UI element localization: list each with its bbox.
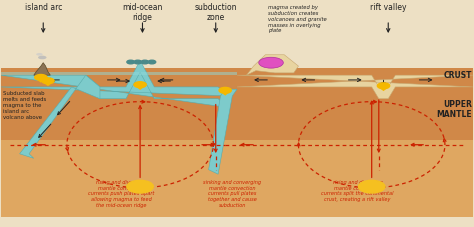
Text: CRUST: CRUST — [444, 70, 473, 79]
Ellipse shape — [38, 57, 46, 60]
Text: mid-ocean
ridge: mid-ocean ridge — [122, 3, 163, 22]
Text: rising and diverging
mantle convection
currents push plates apart
allowing magma: rising and diverging mantle convection c… — [88, 179, 155, 207]
Circle shape — [377, 84, 390, 89]
Circle shape — [134, 61, 142, 64]
Circle shape — [134, 82, 146, 88]
Bar — [0, 141, 474, 226]
Text: UPPER
MANTLE: UPPER MANTLE — [437, 99, 473, 119]
Circle shape — [219, 88, 231, 94]
Bar — [0, 73, 237, 76]
Text: rising and diverging
mantle convection
currents split the continental
crust, cre: rising and diverging mantle convection c… — [321, 179, 394, 201]
Text: magma created by
subduction creates
volcanoes and granite
masses in overlying
pl: magma created by subduction creates volc… — [268, 5, 327, 33]
Polygon shape — [19, 76, 100, 159]
Bar — [0, 68, 474, 226]
Circle shape — [127, 61, 135, 64]
Ellipse shape — [259, 58, 283, 69]
Polygon shape — [38, 81, 44, 83]
Bar — [0, 217, 474, 226]
Polygon shape — [137, 88, 143, 91]
Polygon shape — [222, 94, 228, 96]
Text: subduction
zone: subduction zone — [194, 3, 237, 22]
Text: sinking and converging
mantle convection
currents pull plates
together and cause: sinking and converging mantle convection… — [203, 179, 261, 207]
Polygon shape — [381, 89, 387, 92]
Ellipse shape — [36, 54, 43, 57]
Circle shape — [42, 79, 54, 84]
Polygon shape — [246, 56, 299, 76]
Text: island arc: island arc — [25, 3, 62, 12]
Circle shape — [358, 180, 385, 193]
Circle shape — [148, 61, 156, 64]
Polygon shape — [209, 90, 237, 174]
Polygon shape — [0, 61, 230, 108]
Text: Subducted slab
melts and feeds
magma to the
island arc
volcano above: Subducted slab melts and feeds magma to … — [3, 91, 46, 119]
Circle shape — [35, 75, 47, 81]
Circle shape — [141, 61, 149, 64]
Circle shape — [127, 180, 154, 193]
Polygon shape — [45, 84, 51, 87]
Polygon shape — [237, 76, 474, 99]
Text: rift valley: rift valley — [370, 3, 407, 12]
Polygon shape — [34, 63, 50, 76]
